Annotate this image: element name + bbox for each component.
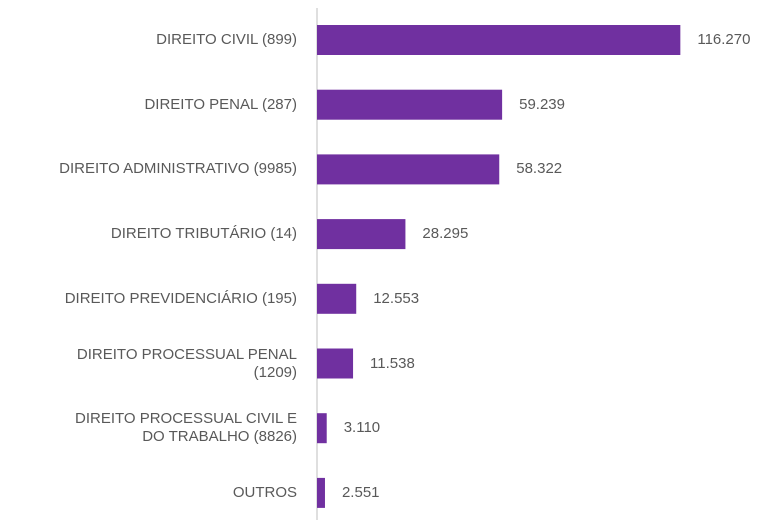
bar [317,89,503,120]
bar [317,154,500,185]
category-label: DIREITO PROCESSUAL CIVIL E DO TRABALHO (… [74,410,297,446]
category-label: DIREITO PREVIDENCIÁRIO (195) [64,289,297,307]
bar [317,348,354,379]
bar [317,413,327,444]
value-label: 12.553 [373,289,420,307]
category-label: DIREITO ADMINISTRATIVO (9985) [59,160,297,178]
value-label: 28.295 [422,225,469,243]
category-label: DIREITO PENAL (287) [144,95,297,113]
bar [317,477,325,508]
category-label: DIREITO CIVIL (899) [156,31,297,48]
value-label: 58.322 [516,160,563,178]
value-label: 3.110 [343,419,381,437]
value-label: 59.239 [519,95,565,113]
category-label: DIREITO PROCESSUAL PENAL (1209) [76,345,297,381]
category-label: DIREITO TRIBUTÁRIO (14) [110,225,297,243]
bar [317,283,357,314]
value-label: 116.270 [697,31,751,48]
value-label: 2.551 [341,483,380,501]
bar [317,219,406,250]
value-label: 11.538 [370,354,415,372]
category-label: OUTROS [232,483,297,501]
bar [317,25,681,55]
